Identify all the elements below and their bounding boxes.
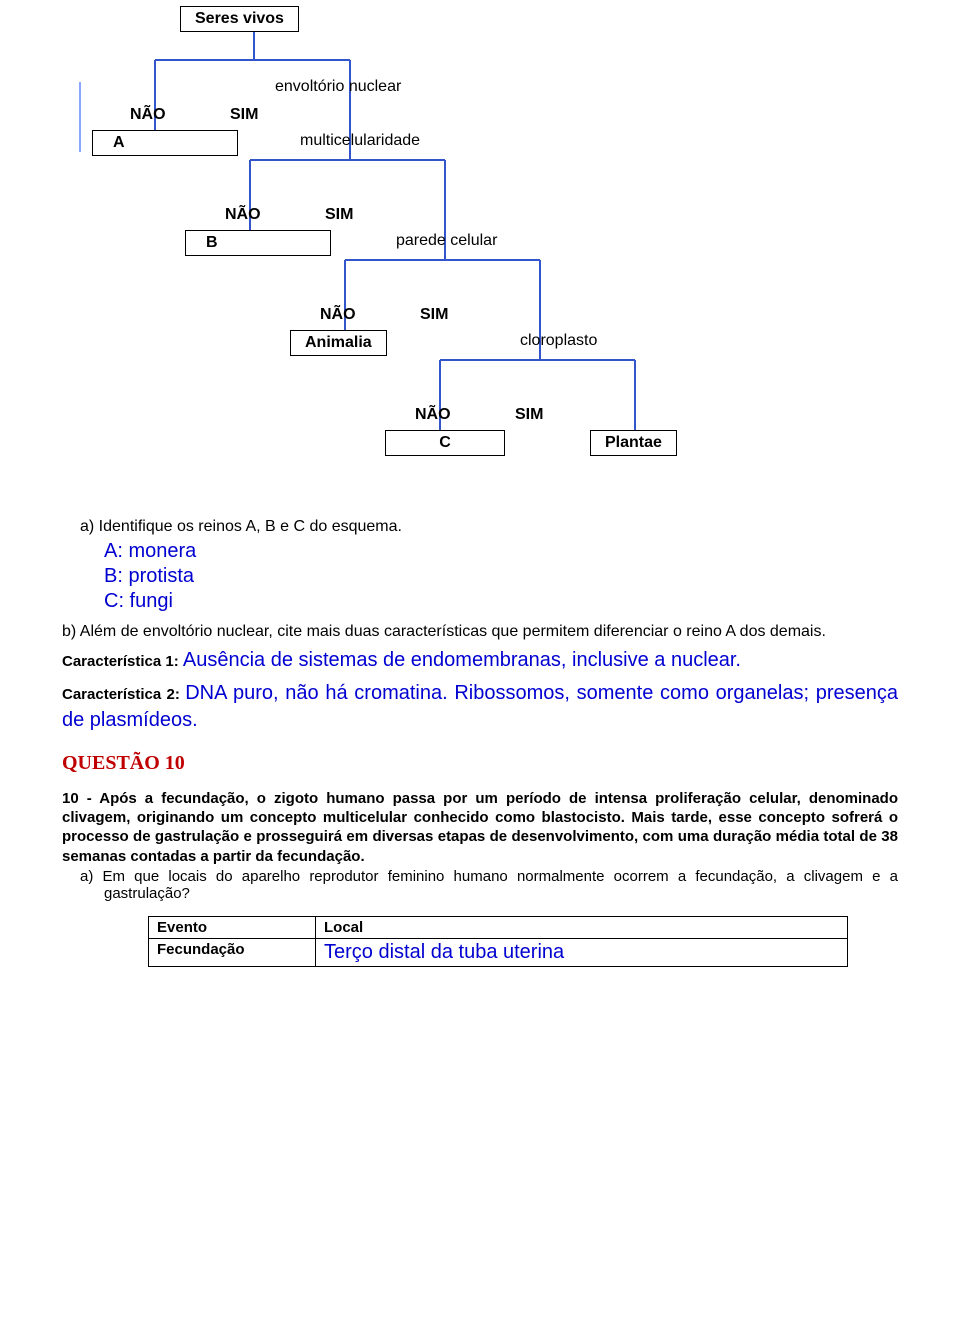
branch-no-3: NÃO bbox=[320, 306, 356, 324]
question-10-sub-a: a) Em que locais do aparelho reprodutor … bbox=[62, 868, 898, 902]
branch-yes-4: SIM bbox=[515, 406, 543, 424]
answer-a-line2: B: protista bbox=[104, 565, 898, 588]
carac-1-answer: Ausência de sistemas de endomembranas, i… bbox=[183, 649, 741, 671]
leaf-a: A bbox=[92, 130, 238, 156]
branch-yes-3: SIM bbox=[420, 306, 448, 324]
table-cell-local-1: Terço distal da tuba uterina bbox=[316, 938, 848, 966]
table-cell-evento-1: Fecundação bbox=[149, 938, 316, 966]
leaf-b: B bbox=[185, 230, 331, 256]
carac-1-label: Característica 1: bbox=[62, 653, 179, 670]
leaf-animalia: Animalia bbox=[290, 330, 387, 356]
branch-no-4: NÃO bbox=[415, 406, 451, 424]
document-body: a) Identifique os reinos A, B e C do esq… bbox=[0, 510, 960, 967]
answer-a-line3: C: fungi bbox=[104, 590, 898, 613]
table-header-evento: Evento bbox=[149, 916, 316, 938]
question-10-body: 10 - Após a fecundação, o zigoto humano … bbox=[62, 789, 898, 866]
criterion-2: multicelularidade bbox=[300, 132, 420, 150]
carac-2-answer: DNA puro, não há cromatina. Ribossomos, … bbox=[62, 682, 898, 731]
answer-a-line1: A: monera bbox=[104, 540, 898, 563]
question-a-prompt: a) Identifique os reinos A, B e C do esq… bbox=[62, 518, 898, 536]
branch-yes-2: SIM bbox=[325, 206, 353, 224]
criterion-4: cloroplasto bbox=[520, 332, 597, 350]
question-10-title: QUESTÃO 10 bbox=[62, 752, 898, 775]
table-header-local: Local bbox=[316, 916, 848, 938]
leaf-c: C bbox=[385, 430, 505, 456]
criterion-3: parede celular bbox=[396, 232, 497, 250]
carac-1: Característica 1: Ausência de sistemas d… bbox=[62, 647, 898, 674]
question-b-prompt: b) Além de envoltório nuclear, cite mais… bbox=[62, 623, 898, 641]
carac-2-label: Característica 2: bbox=[62, 686, 180, 703]
branch-no-2: NÃO bbox=[225, 206, 261, 224]
branch-no-1: NÃO bbox=[130, 106, 166, 124]
branch-yes-1: SIM bbox=[230, 106, 258, 124]
criterion-1: envoltório nuclear bbox=[275, 78, 401, 96]
leaf-plantae: Plantae bbox=[590, 430, 677, 456]
node-root: Seres vivos bbox=[180, 6, 299, 32]
event-location-table: Evento Local Fecundação Terço distal da … bbox=[148, 916, 848, 967]
classification-diagram: Seres vivos envoltório nuclear NÃO SIM A… bbox=[0, 0, 960, 510]
carac-2: Característica 2: DNA puro, não há croma… bbox=[62, 680, 898, 734]
